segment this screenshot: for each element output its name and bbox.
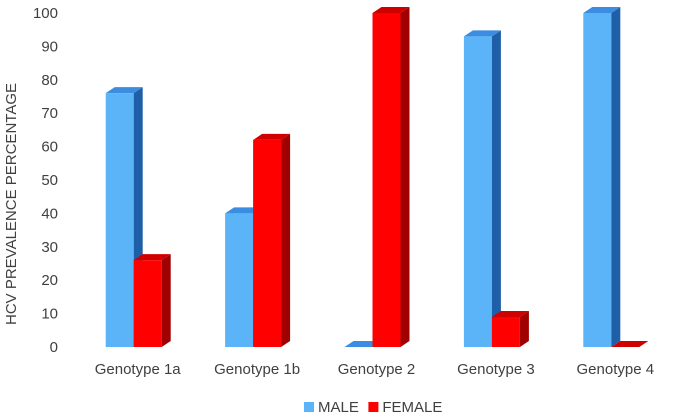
legend-item-male: MALE — [304, 399, 359, 416]
legend-label: FEMALE — [382, 399, 442, 416]
legend-item-female: FEMALE — [368, 399, 442, 416]
bar-female-3 — [372, 7, 410, 347]
bar-front — [253, 139, 282, 347]
y-tick-label: 70 — [41, 105, 58, 122]
bar-front — [105, 93, 134, 347]
y-tick-label: 0 — [50, 339, 58, 356]
bar-top — [583, 7, 621, 13]
x-tick-label: Genotype 1a — [95, 361, 182, 378]
x-tick-label: Genotype 1b — [214, 361, 300, 378]
legend-label: MALE — [318, 399, 359, 416]
bar-male-5 — [583, 7, 621, 347]
bar-top — [253, 133, 291, 140]
bar-top — [611, 341, 649, 347]
bar-front — [463, 36, 492, 347]
bar-top — [463, 30, 501, 37]
bar-side — [491, 30, 501, 347]
bar-top — [133, 254, 171, 261]
y-tick-label: 80 — [41, 72, 58, 89]
bar-female-4 — [491, 310, 529, 347]
bar-side — [611, 7, 621, 347]
legend: MALE FEMALE — [304, 399, 442, 416]
bar-top — [372, 7, 410, 13]
bar-female-1 — [133, 254, 171, 347]
y-tick-label: 90 — [41, 38, 58, 55]
y-tick-label: 20 — [41, 272, 58, 289]
y-tick-label: 10 — [41, 306, 58, 323]
bar-front — [583, 13, 612, 347]
bar-top — [105, 87, 143, 94]
bars — [105, 7, 649, 347]
bar-front — [491, 316, 520, 347]
x-axis-ticks: Genotype 1a Genotype 1b Genotype 2 Genotype… — [95, 361, 654, 378]
x-tick-label: Genotype 4 — [577, 361, 655, 378]
y-tick-label: 40 — [41, 205, 58, 222]
x-tick-label: Genotype 2 — [338, 361, 416, 378]
bar-side — [519, 310, 529, 347]
y-tick-label: 30 — [41, 239, 58, 256]
legend-swatch — [304, 402, 314, 412]
bar-male-3 — [344, 341, 382, 347]
y-tick-label: 50 — [41, 172, 58, 189]
bar-top — [225, 207, 263, 214]
bar-male-4 — [463, 30, 501, 347]
x-tick-label: Genotype 3 — [457, 361, 535, 378]
legend-swatch — [368, 402, 379, 412]
y-axis-title: HCV PREVALENCE PERCENTAGE — [3, 83, 20, 325]
y-tick-label: 60 — [41, 139, 58, 156]
bar-front — [372, 13, 401, 347]
bar-front — [133, 260, 162, 347]
y-axis-ticks: 0 10 20 30 40 50 60 70 80 90 100 — [33, 5, 58, 356]
bar-top — [491, 310, 529, 317]
bar-top — [344, 341, 382, 347]
bar-female-5 — [611, 341, 649, 347]
bar-female-2 — [253, 133, 291, 347]
bar-side — [281, 133, 291, 347]
bar-side — [400, 7, 410, 347]
bar-front — [225, 213, 254, 347]
bar-side — [161, 254, 171, 347]
y-tick-label: 100 — [33, 5, 58, 22]
